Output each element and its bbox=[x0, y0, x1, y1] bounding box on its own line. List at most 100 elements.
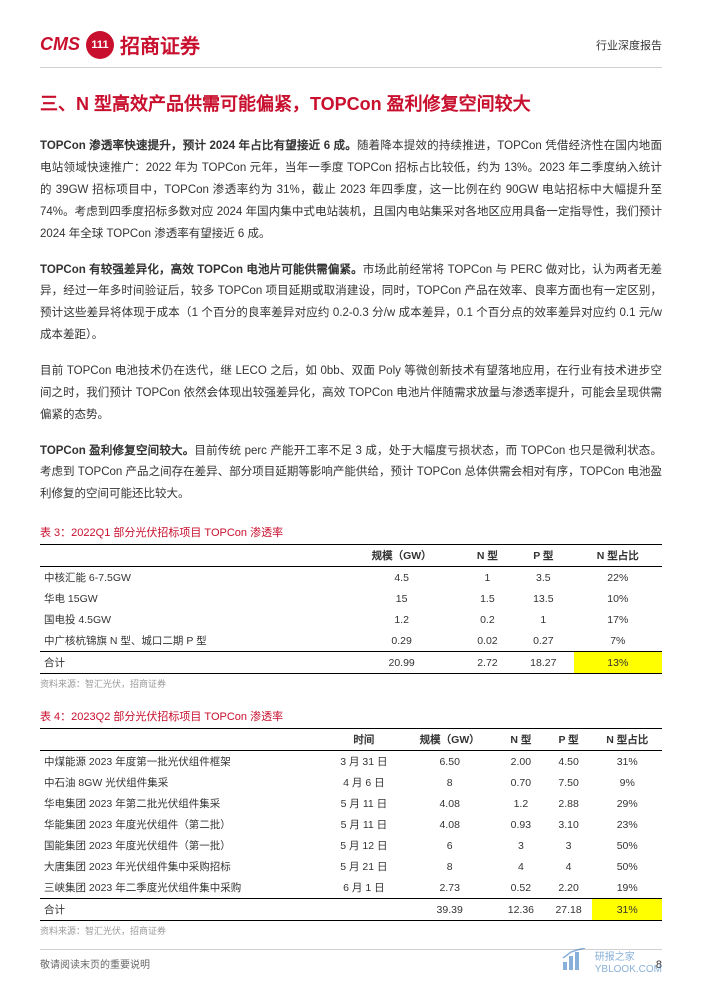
section-title: 三、N 型高效产品供需可能偏紧，TOPCon 盈利修复空间较大 bbox=[40, 88, 662, 120]
table-cell: 31% bbox=[592, 751, 662, 773]
table3-col1: 规模（GW） bbox=[341, 545, 461, 567]
table-row: 华能集团 2023 年度光伏组件（第二批）5 月 11 日4.080.933.1… bbox=[40, 814, 662, 835]
table-row: 中广核杭锦旗 N 型、城口二期 P 型0.290.020.277% bbox=[40, 630, 662, 652]
table-cell: 4.08 bbox=[402, 793, 497, 814]
table3-source: 资料来源：智汇光伏，招商证券 bbox=[40, 677, 662, 690]
table-cell: 29% bbox=[592, 793, 662, 814]
table-row: 华电集团 2023 年第二批光伏组件集采5 月 11 日4.081.22.882… bbox=[40, 793, 662, 814]
table4-header-row: 时间 规模（GW） N 型 P 型 N 型占比 bbox=[40, 729, 662, 751]
table-cell: 0.52 bbox=[497, 877, 545, 899]
table-cell: 15 bbox=[341, 588, 461, 609]
watermark-line2: YBLOOK.COM bbox=[595, 964, 662, 976]
table-cell: 3.10 bbox=[545, 814, 593, 835]
table-cell: 6.50 bbox=[402, 751, 497, 773]
table-row: 华电 15GW151.513.510% bbox=[40, 588, 662, 609]
para4-bold: TOPCon 盈利修复空间较大。 bbox=[40, 445, 194, 457]
table-cell: 22% bbox=[574, 567, 662, 589]
table-cell: 合计 bbox=[40, 652, 341, 674]
table4-source: 资料来源：智汇光伏，招商证券 bbox=[40, 924, 662, 937]
table-cell: 1.5 bbox=[462, 588, 513, 609]
table-cell: 4.08 bbox=[402, 814, 497, 835]
table-cell: 39.39 bbox=[402, 899, 497, 921]
table-cell: 4 bbox=[545, 856, 593, 877]
table-cell: 1 bbox=[513, 609, 574, 630]
table-cell: 17% bbox=[574, 609, 662, 630]
logo-company-text: 招商证券 bbox=[120, 30, 200, 59]
table-cell: 3 bbox=[545, 835, 593, 856]
table-row: 中石油 8GW 光伏组件集采4 月 6 日80.707.509% bbox=[40, 772, 662, 793]
watermark-line1: 研报之家 bbox=[595, 952, 662, 964]
doc-type-label: 行业深度报告 bbox=[596, 37, 662, 53]
page-header: CMS 111 招商证券 行业深度报告 bbox=[40, 30, 662, 68]
table-cell: 5 月 12 日 bbox=[325, 835, 402, 856]
table4-total-row: 合计 39.3912.3627.1831% bbox=[40, 899, 662, 921]
logo-cms-text: CMS bbox=[40, 34, 80, 55]
table-cell: 0.27 bbox=[513, 630, 574, 652]
table-cell: 3 bbox=[497, 835, 545, 856]
table-cell: 0.70 bbox=[497, 772, 545, 793]
table-cell: 4.50 bbox=[545, 751, 593, 773]
table-cell: 0.2 bbox=[462, 609, 513, 630]
logo-circle-icon: 111 bbox=[86, 31, 114, 59]
table-cell: 3.5 bbox=[513, 567, 574, 589]
para1-rest: 随着降本提效的持续推进，TOPCon 凭借经济性在国内地面电站领域快速推广：20… bbox=[40, 140, 662, 239]
table-cell: 7% bbox=[574, 630, 662, 652]
table-cell: 7.50 bbox=[545, 772, 593, 793]
table-cell: 中煤能源 2023 年度第一批光伏组件框架 bbox=[40, 751, 325, 773]
table-cell: 华电集团 2023 年第二批光伏组件集采 bbox=[40, 793, 325, 814]
footer-note: 敬请阅读末页的重要说明 bbox=[40, 956, 150, 971]
table4-col1: 时间 bbox=[325, 729, 402, 751]
table3-col2: N 型 bbox=[462, 545, 513, 567]
table-cell: 50% bbox=[592, 856, 662, 877]
table-cell: 8 bbox=[402, 856, 497, 877]
table-cell: 5 月 21 日 bbox=[325, 856, 402, 877]
table4-col2: 规模（GW） bbox=[402, 729, 497, 751]
table-cell: 2.72 bbox=[462, 652, 513, 674]
table3-title: 表 3：2022Q1 部分光伏招标项目 TOPCon 渗透率 bbox=[40, 524, 662, 540]
table4-col4: P 型 bbox=[545, 729, 593, 751]
table-cell: 5 月 11 日 bbox=[325, 793, 402, 814]
table3-total-row: 合计20.992.7218.2713% bbox=[40, 652, 662, 674]
table-cell: 国能集团 2023 年度光伏组件（第一批） bbox=[40, 835, 325, 856]
table-cell: 6 月 1 日 bbox=[325, 877, 402, 899]
table4-col3: N 型 bbox=[497, 729, 545, 751]
table-cell: 5 月 11 日 bbox=[325, 814, 402, 835]
table-cell: 国电投 4.5GW bbox=[40, 609, 341, 630]
table-cell: 8 bbox=[402, 772, 497, 793]
table-cell: 50% bbox=[592, 835, 662, 856]
watermark-text: 研报之家 YBLOOK.COM bbox=[595, 952, 662, 976]
table3-col0 bbox=[40, 545, 341, 567]
table-cell: 0.93 bbox=[497, 814, 545, 835]
table-cell: 13% bbox=[574, 652, 662, 674]
table-cell: 31% bbox=[592, 899, 662, 921]
table-cell: 23% bbox=[592, 814, 662, 835]
table-cell: 1.2 bbox=[497, 793, 545, 814]
table-cell: 10% bbox=[574, 588, 662, 609]
table3-header-row: 规模（GW） N 型 P 型 N 型占比 bbox=[40, 545, 662, 567]
table4: 时间 规模（GW） N 型 P 型 N 型占比 中煤能源 2023 年度第一批光… bbox=[40, 728, 662, 921]
table3: 规模（GW） N 型 P 型 N 型占比 中核汇能 6-7.5GW4.513.5… bbox=[40, 544, 662, 674]
table-cell: 4 月 6 日 bbox=[325, 772, 402, 793]
table-cell: 大唐集团 2023 年光伏组件集中采购招标 bbox=[40, 856, 325, 877]
table-cell: 4.5 bbox=[341, 567, 461, 589]
table-cell: 中广核杭锦旗 N 型、城口二期 P 型 bbox=[40, 630, 341, 652]
table-cell: 27.18 bbox=[545, 899, 593, 921]
table-cell: 华能集团 2023 年度光伏组件（第二批） bbox=[40, 814, 325, 835]
table-cell: 0.29 bbox=[341, 630, 461, 652]
table-cell: 0.02 bbox=[462, 630, 513, 652]
table-cell: 2.20 bbox=[545, 877, 593, 899]
table-cell: 三峡集团 2023 年二季度光伏组件集中采购 bbox=[40, 877, 325, 899]
table-cell: 19% bbox=[592, 877, 662, 899]
table-row: 中核汇能 6-7.5GW4.513.522% bbox=[40, 567, 662, 589]
logo-block: CMS 111 招商证券 bbox=[40, 30, 200, 59]
table-row: 中煤能源 2023 年度第一批光伏组件框架3 月 31 日6.502.004.5… bbox=[40, 751, 662, 773]
table-row: 三峡集团 2023 年二季度光伏组件集中采购6 月 1 日2.730.522.2… bbox=[40, 877, 662, 899]
table-row: 国电投 4.5GW1.20.2117% bbox=[40, 609, 662, 630]
table-cell: 9% bbox=[592, 772, 662, 793]
table-cell: 合计 bbox=[40, 899, 325, 921]
table-cell: 华电 15GW bbox=[40, 588, 341, 609]
table-cell: 13.5 bbox=[513, 588, 574, 609]
para2-bold: TOPCon 有较强差异化，高效 TOPCon 电池片可能供需偏紧。 bbox=[40, 264, 363, 276]
table-cell: 12.36 bbox=[497, 899, 545, 921]
table4-col5: N 型占比 bbox=[592, 729, 662, 751]
